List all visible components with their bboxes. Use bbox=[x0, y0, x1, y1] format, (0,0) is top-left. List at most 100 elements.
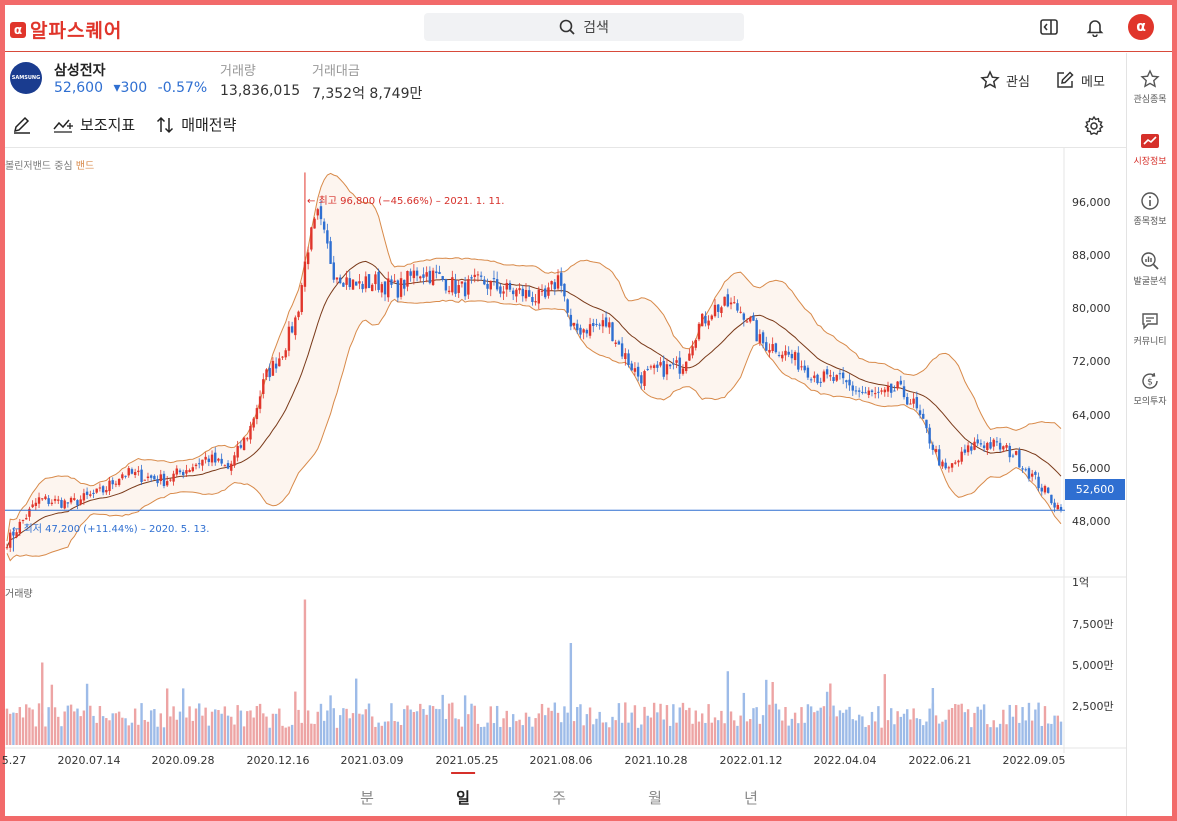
volume-bar bbox=[95, 722, 98, 745]
sidebar-item-mock-invest[interactable]: $ 모의투자 bbox=[1127, 371, 1173, 407]
volume-bar bbox=[140, 703, 143, 745]
price-chart[interactable] bbox=[5, 148, 1126, 753]
candle-body bbox=[441, 276, 444, 280]
volume-bar bbox=[1005, 724, 1008, 745]
bell-icon[interactable] bbox=[1082, 14, 1108, 40]
volume-bar bbox=[137, 724, 140, 745]
candle-body bbox=[787, 351, 790, 355]
draw-button[interactable] bbox=[12, 115, 32, 135]
volume-bar bbox=[204, 707, 207, 745]
strategy-button[interactable]: 매매전략 bbox=[155, 114, 236, 135]
top-bar: α 알파스퀘어 검색 α bbox=[5, 5, 1172, 52]
candle-body bbox=[226, 463, 230, 469]
chart-settings-button[interactable] bbox=[1083, 115, 1105, 141]
volume-bar bbox=[265, 716, 268, 745]
sidebar-item-market-info[interactable]: 시장정보 bbox=[1127, 131, 1173, 167]
candle-body bbox=[98, 487, 102, 489]
volume-bar bbox=[569, 643, 573, 745]
watch-button[interactable]: 관심 bbox=[980, 70, 1030, 90]
volume-bar bbox=[457, 719, 460, 745]
volume-bar bbox=[572, 721, 576, 745]
volume-bar bbox=[345, 708, 348, 745]
volume-bar bbox=[633, 705, 637, 745]
candle-body bbox=[76, 500, 79, 506]
candle-body bbox=[233, 455, 236, 466]
volume-bar bbox=[662, 719, 665, 745]
candle-body bbox=[742, 313, 746, 320]
volume-bar bbox=[726, 671, 730, 745]
volume-bar bbox=[290, 724, 294, 745]
stock-name: 삼성전자 bbox=[54, 63, 106, 79]
volume-bar bbox=[374, 726, 377, 745]
candle-body bbox=[66, 502, 70, 504]
volume-bar bbox=[422, 708, 425, 745]
memo-button[interactable]: 메모 bbox=[1055, 70, 1105, 90]
candle-body bbox=[531, 297, 534, 303]
indicator-line-icon bbox=[53, 119, 73, 133]
tab-year[interactable]: 년 bbox=[744, 789, 758, 807]
app-logo[interactable]: α 알파스퀘어 bbox=[10, 16, 122, 43]
sidebar-item-watchlist[interactable]: 관심종목 bbox=[1127, 69, 1173, 105]
candle-body bbox=[246, 438, 249, 440]
sidebar-item-discovery[interactable]: 발굴분석 bbox=[1127, 251, 1173, 287]
candle-body bbox=[970, 446, 973, 451]
user-avatar[interactable]: α bbox=[1128, 14, 1154, 40]
volume-bar bbox=[608, 727, 611, 745]
volume-bar bbox=[560, 722, 563, 745]
candle-body bbox=[28, 508, 31, 517]
volume-bar bbox=[354, 678, 358, 745]
volume-bar bbox=[1043, 706, 1047, 745]
volume-bar bbox=[982, 704, 986, 745]
star-icon bbox=[1140, 69, 1160, 88]
volume-bar bbox=[428, 705, 432, 745]
volume-bar bbox=[1040, 725, 1043, 745]
volume-bar bbox=[851, 719, 854, 745]
tab-day[interactable]: 일 bbox=[451, 772, 475, 807]
tab-week[interactable]: 주 bbox=[552, 789, 566, 807]
candle-body bbox=[540, 290, 544, 292]
candle-body bbox=[428, 270, 432, 284]
volume-bar bbox=[713, 717, 717, 745]
volume-metric: 거래량 13,836,015 bbox=[220, 64, 301, 99]
candle-body bbox=[361, 283, 364, 290]
candle-body bbox=[592, 323, 595, 327]
volume-bar bbox=[1011, 716, 1015, 745]
volume-bar bbox=[636, 727, 640, 745]
panel-toggle-icon[interactable] bbox=[1036, 14, 1062, 40]
x-tick: 2022.09.05 bbox=[1002, 754, 1066, 767]
candle-body bbox=[409, 271, 412, 276]
volume-bar bbox=[153, 709, 156, 745]
candle-body bbox=[127, 468, 130, 476]
sidebar-item-community[interactable]: 커뮤니티 bbox=[1127, 311, 1173, 347]
volume-bar bbox=[470, 703, 473, 745]
gear-icon bbox=[1084, 115, 1104, 136]
tab-month[interactable]: 월 bbox=[648, 789, 662, 807]
candle-body bbox=[537, 289, 541, 304]
volume-bar bbox=[835, 716, 838, 745]
volume-bar bbox=[1056, 715, 1059, 745]
volume-bar bbox=[156, 726, 159, 745]
candle-body bbox=[768, 349, 771, 353]
candle-body bbox=[15, 532, 18, 538]
candle-body bbox=[236, 446, 239, 458]
indicators-button[interactable]: 보조지표 bbox=[52, 114, 135, 135]
volume-bar bbox=[566, 712, 569, 745]
volume-bar bbox=[415, 711, 419, 745]
candle-body bbox=[777, 354, 781, 356]
volume-bar bbox=[479, 727, 483, 745]
period-tabs: 분 일 주 월 년 bbox=[5, 772, 1126, 811]
candle-body bbox=[873, 393, 877, 395]
volume-bar bbox=[925, 721, 928, 745]
sidebar-item-stock-info[interactable]: 종목정보 bbox=[1127, 191, 1173, 227]
pencil-square-icon bbox=[1057, 71, 1074, 88]
volume-bar bbox=[694, 710, 697, 745]
search-bar[interactable]: 검색 bbox=[424, 13, 744, 41]
candle-body bbox=[675, 360, 678, 363]
tab-minute[interactable]: 분 bbox=[360, 789, 374, 807]
candle-body bbox=[476, 274, 480, 276]
volume-bar bbox=[697, 721, 701, 745]
volume-bar bbox=[966, 709, 970, 745]
volume-bar bbox=[182, 688, 185, 745]
volume-bar bbox=[717, 720, 720, 745]
volume-bar bbox=[338, 715, 342, 745]
